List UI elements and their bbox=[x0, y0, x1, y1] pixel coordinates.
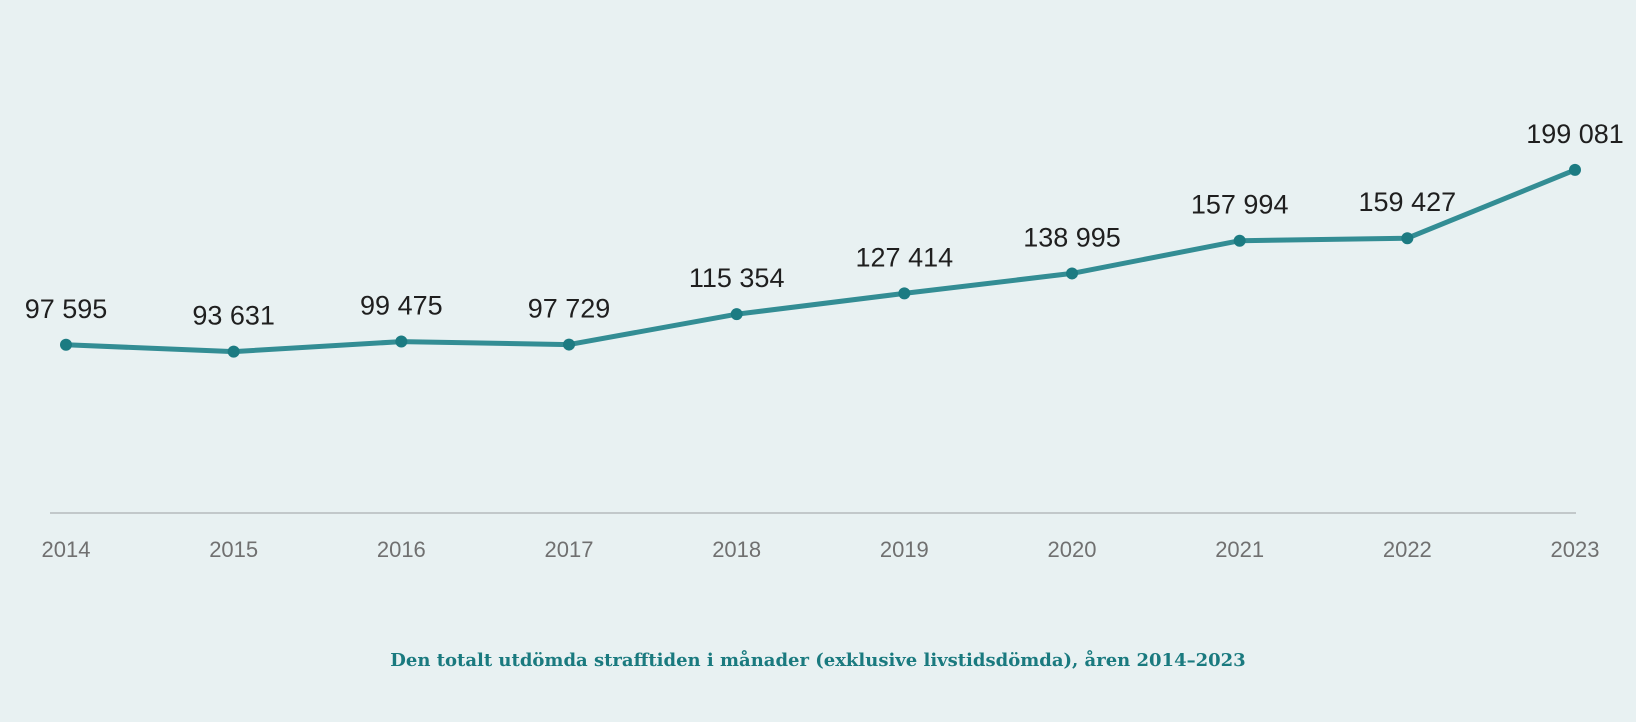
data-label-2017: 97 729 bbox=[528, 294, 611, 324]
data-labels: 97 595 93 631 99 475 97 729 115 354 127 414 13… bbox=[25, 119, 1624, 331]
x-tick-2016: 2016 bbox=[377, 537, 426, 562]
data-point-2017 bbox=[563, 338, 575, 351]
data-point-2015 bbox=[227, 345, 240, 358]
x-tick-2018: 2018 bbox=[712, 537, 761, 562]
data-label-2022: 159 427 bbox=[1359, 187, 1457, 217]
data-point-2019 bbox=[898, 287, 911, 300]
data-label-2014: 97 595 bbox=[25, 294, 108, 324]
x-tick-2017: 2017 bbox=[545, 537, 594, 562]
data-label-2021: 157 994 bbox=[1191, 190, 1289, 220]
data-point-2023 bbox=[1569, 163, 1581, 176]
x-tick-labels: 2014 2015 2016 2017 2018 2019 2020 2021 2022 2023 bbox=[42, 537, 1600, 562]
data-point-2022 bbox=[1401, 232, 1414, 245]
data-point-2016 bbox=[395, 335, 408, 348]
data-label-2018: 115 354 bbox=[689, 263, 785, 293]
data-label-2016: 99 475 bbox=[360, 291, 443, 321]
data-label-2020: 138 995 bbox=[1023, 222, 1121, 252]
x-tick-2019: 2019 bbox=[880, 537, 929, 562]
data-point-2018 bbox=[730, 308, 743, 321]
data-label-2015: 93 631 bbox=[192, 301, 275, 331]
data-label-2023: 199 081 bbox=[1526, 119, 1624, 149]
series-line bbox=[63, 167, 1578, 355]
x-tick-2015: 2015 bbox=[209, 537, 258, 562]
x-tick-2020: 2020 bbox=[1048, 537, 1097, 562]
x-tick-2023: 2023 bbox=[1551, 537, 1600, 562]
data-points bbox=[60, 163, 1581, 358]
data-point-2020 bbox=[1066, 267, 1078, 280]
data-point-2021 bbox=[1233, 234, 1246, 247]
x-tick-2022: 2022 bbox=[1383, 537, 1432, 562]
chart-title: Den totalt utdömda strafftiden i månader… bbox=[390, 650, 1246, 671]
data-label-2019: 127 414 bbox=[856, 242, 954, 272]
x-tick-2021: 2021 bbox=[1215, 537, 1264, 562]
data-point-2014 bbox=[60, 338, 72, 351]
x-tick-2014: 2014 bbox=[42, 537, 91, 562]
